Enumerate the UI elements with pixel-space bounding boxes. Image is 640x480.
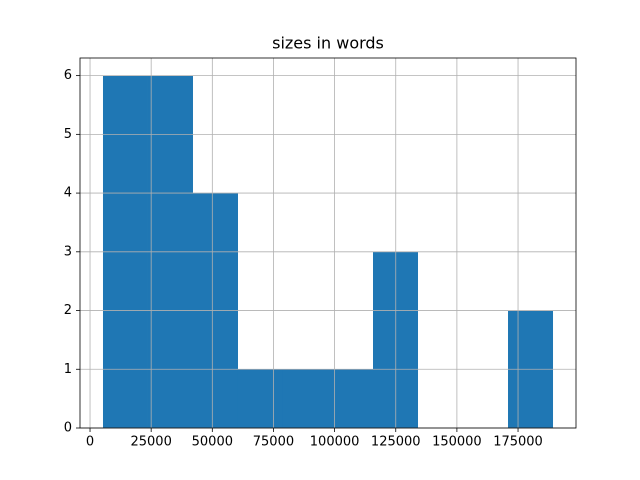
bar	[328, 369, 374, 428]
x-tick-label: 100000	[310, 435, 360, 450]
x-tick-label: 75000	[253, 435, 294, 450]
bar	[282, 369, 328, 428]
y-tick-label: 4	[64, 186, 72, 201]
x-tick-label: 0	[86, 435, 94, 450]
x-tick-label: 50000	[192, 435, 233, 450]
y-tick-label: 5	[64, 127, 72, 142]
x-tick-label: 150000	[432, 435, 482, 450]
x-tick-label: 125000	[371, 435, 421, 450]
x-tick-label: 25000	[130, 435, 171, 450]
y-tick-label: 2	[64, 303, 72, 318]
plot-frame	[79, 57, 577, 429]
bar	[237, 369, 283, 428]
y-tick-label: 3	[64, 244, 72, 259]
chart-title: sizes in words	[272, 34, 384, 53]
y-tick-label: 6	[64, 68, 72, 83]
x-tick-label: 175000	[493, 435, 543, 450]
y-tick-label: 0	[64, 421, 72, 436]
y-tick-label: 1	[64, 362, 72, 377]
